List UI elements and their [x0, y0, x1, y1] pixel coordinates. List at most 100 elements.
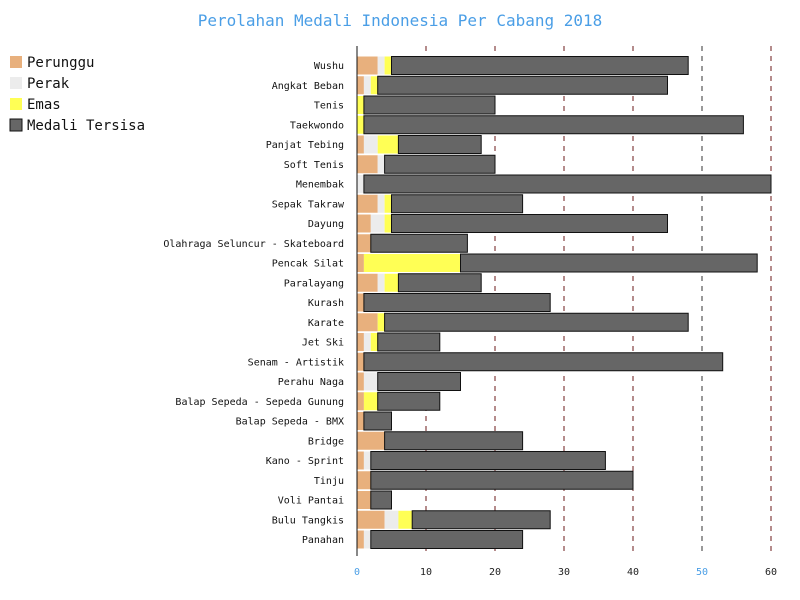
category-label: Menembak [296, 180, 344, 191]
category-label: Kurash [308, 298, 344, 309]
category-label: Jet Ski [302, 338, 344, 349]
category-label: Perahu Naga [278, 377, 344, 388]
category-label: Voli Pantai [278, 496, 344, 507]
bar-segment [357, 392, 364, 411]
bar-segment [460, 253, 758, 273]
x-tick-labels: 0 10 20 30 40 50 60 [354, 567, 777, 578]
legend-label: Emas [27, 97, 61, 113]
bar-segment [357, 510, 385, 529]
bar-segment [363, 76, 371, 95]
bar-segment [391, 214, 668, 233]
bar-segment [357, 313, 378, 332]
bar-segment [363, 293, 551, 312]
bar-segment [363, 411, 392, 431]
bar-segment [357, 372, 364, 391]
bar-segment [397, 273, 482, 293]
bar-segment [363, 372, 378, 391]
legend-label: Perunggu [27, 55, 94, 71]
bar-segment [384, 273, 399, 292]
bar-segment [357, 194, 378, 213]
category-label: Pencak Silat [272, 259, 344, 270]
bar-segment [377, 155, 385, 174]
bar-segment [398, 510, 413, 529]
chart-title: Perolahan Medali Indonesia Per Cabang 20… [198, 11, 603, 30]
bar-segment [384, 154, 496, 174]
bar-segment [391, 194, 524, 214]
bar-segment [357, 254, 364, 272]
bar-segment [377, 332, 441, 352]
bar-segment [363, 333, 371, 351]
bar-segment [377, 372, 462, 391]
x-tick-label: 50 [696, 567, 708, 578]
bar-segment [363, 530, 371, 549]
bar-segment [357, 234, 371, 253]
bar-segment [357, 273, 378, 292]
bar-segment [363, 174, 772, 194]
x-tick-label: 60 [765, 567, 777, 578]
x-tick-label: 40 [627, 567, 639, 578]
bar-segment [357, 76, 364, 95]
bar-segment [370, 214, 385, 233]
bar-segment [384, 431, 524, 451]
bar-segment [384, 214, 392, 233]
bar-segment [411, 510, 551, 530]
bar-segment [377, 56, 385, 75]
bar-segment [391, 56, 689, 75]
legend-swatch [10, 98, 22, 110]
bar-segment [384, 194, 392, 213]
x-tick-label: 10 [420, 567, 432, 578]
bar-segment [377, 75, 668, 95]
bar-segment [357, 451, 364, 470]
bar-segment [357, 135, 364, 154]
bar-segment [370, 470, 634, 490]
bars [357, 56, 772, 549]
bar-segment [370, 530, 524, 549]
category-labels: Wushu Angkat Beban Tenis Taekwondo Panjat Te… [163, 61, 345, 546]
bar-segment [357, 155, 378, 174]
category-label: Dayung [308, 219, 344, 230]
bar-segment [357, 412, 364, 430]
category-label: Senam - Artistik [248, 357, 344, 368]
category-label: Soft Tenis [284, 160, 344, 171]
x-tick-label: 20 [489, 567, 501, 578]
legend-swatch [9, 118, 23, 132]
bar-segment [357, 333, 364, 351]
legend: Perunggu Perak Emas Medali Tersisa [9, 55, 145, 134]
bar-segment [384, 510, 399, 529]
legend-label: Medali Tersisa [27, 118, 145, 134]
x-tick-label: 0 [354, 567, 360, 578]
bar-segment [357, 352, 364, 371]
category-label: Paralayang [284, 278, 344, 289]
legend-label: Perak [27, 76, 70, 92]
category-label: Balap Sepeda - BMX [236, 417, 344, 428]
legend-swatch [10, 56, 22, 68]
bar-segment [357, 293, 364, 312]
category-label: Bulu Tangkis [272, 515, 344, 526]
bar-segment [363, 135, 378, 154]
bar-segment [370, 233, 468, 253]
bar-segment [397, 135, 482, 154]
bar-segment [357, 96, 364, 114]
bar-segment [363, 115, 744, 135]
category-label: Tinju [314, 476, 344, 487]
x-tick-label: 30 [558, 567, 570, 578]
category-label: Panahan [302, 535, 344, 546]
bar-segment [370, 490, 392, 510]
legend-swatch [10, 77, 22, 89]
bar-segment [363, 254, 461, 272]
category-label: Taekwondo [290, 120, 344, 131]
bar-segment [357, 56, 378, 75]
category-label: Angkat Beban [272, 81, 344, 92]
bar-segment [357, 115, 364, 134]
bar-segment [357, 431, 385, 450]
bar-segment [370, 333, 378, 351]
bar-segment [384, 312, 689, 332]
bar-segment [357, 471, 371, 490]
bar-segment [363, 352, 724, 372]
bar-segment [363, 392, 378, 411]
category-label: Panjat Tebing [266, 140, 344, 151]
bar-segment [370, 76, 378, 95]
category-label: Karate [308, 318, 344, 329]
bar-segment [377, 313, 385, 332]
